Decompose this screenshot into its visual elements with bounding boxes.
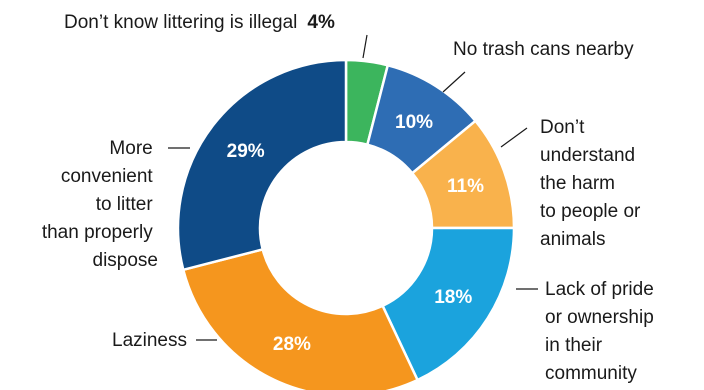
label-convenient-line: convenient: [61, 166, 154, 187]
label-convenient-line: to litter: [96, 194, 154, 215]
slice-value-pride: 18%: [434, 287, 472, 308]
label-pride: Lack of pride or ownership in their comm…: [545, 279, 659, 384]
label-harm-line: Don’t: [540, 117, 585, 138]
label-harm-line: the harm: [540, 173, 615, 194]
leader-line-harm: [500, 127, 528, 148]
label-convenient-line: dispose: [93, 250, 159, 271]
label-pride-line: community: [545, 363, 637, 384]
label-harm-line: animals: [540, 229, 605, 250]
donut-slices: [176, 58, 516, 390]
label-illegal-line: Don’t know littering is illegal: [64, 12, 297, 33]
label-pride-line: in their: [545, 335, 603, 356]
label-convenient-line: More: [109, 138, 152, 159]
slice-value-convenient: 29%: [227, 141, 265, 162]
label-convenient: More convenient to litter than properly …: [42, 138, 158, 271]
leader-line-illegal: [362, 34, 368, 59]
slice-pride: [380, 226, 516, 382]
label-trash-line: No trash cans nearby: [453, 39, 634, 60]
label-illegal: Don’t know littering is illegal 4%: [64, 12, 335, 33]
slice-convenient: [176, 58, 348, 272]
label-trash: No trash cans nearby: [453, 39, 634, 60]
leader-lines: [168, 34, 538, 341]
slice-value-laziness: 28%: [273, 334, 311, 355]
leader-line-trash: [442, 71, 466, 93]
label-pride-line: Lack of pride: [545, 279, 654, 300]
label-pride-line: or ownership: [545, 307, 654, 328]
label-illegal-pct: 4%: [307, 12, 335, 33]
label-harm: Don’t understand the harm to people or a…: [540, 117, 646, 250]
slice-laziness: [181, 247, 420, 390]
label-laziness-line: Laziness: [112, 330, 187, 351]
slice-value-harm: 11%: [447, 176, 484, 197]
slice-value-labels: 10% 11% 18% 28% 29%: [227, 112, 484, 355]
label-laziness: Laziness: [112, 330, 187, 351]
label-harm-line: understand: [540, 145, 635, 166]
label-harm-line: to people or: [540, 201, 641, 222]
label-convenient-line: than properly: [42, 222, 153, 243]
slice-value-trash: 10%: [395, 112, 433, 133]
